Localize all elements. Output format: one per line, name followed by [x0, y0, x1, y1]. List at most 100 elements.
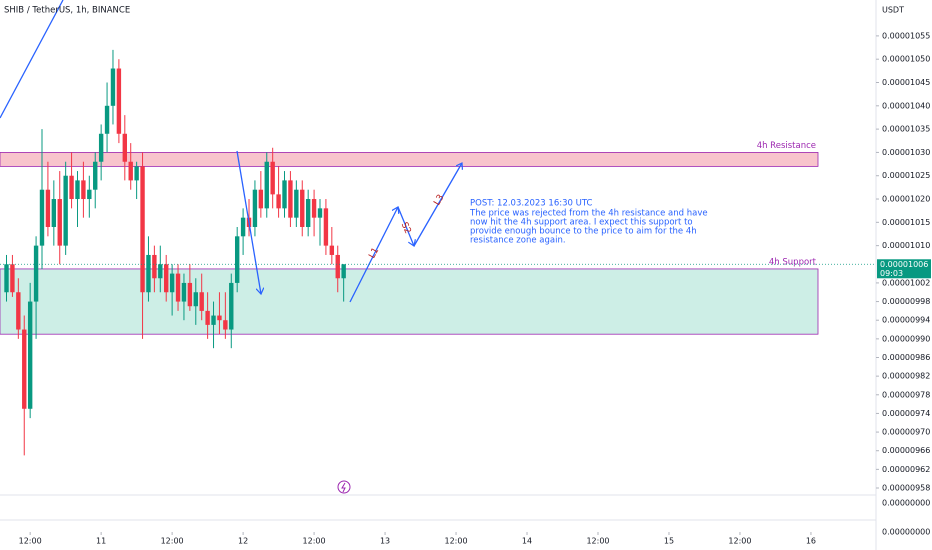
candle-body [122, 133, 128, 162]
zone [0, 268, 819, 335]
arrow [413, 163, 462, 247]
y-tick-label: 0.00000970 [882, 428, 930, 437]
candle-body [229, 282, 234, 330]
candle-body [181, 282, 187, 302]
candle-body [264, 161, 269, 209]
candle-body [234, 236, 240, 283]
candle-body [110, 68, 116, 106]
candle-body [305, 199, 311, 227]
y-tick-label: 0.00000994 [882, 316, 930, 325]
x-tick-label: 12 [238, 537, 248, 546]
annotation-line: The price was rejected from the 4h resis… [469, 209, 708, 219]
x-tick-label: 12:00 [161, 537, 184, 546]
zone-label: 4h Support [769, 257, 817, 267]
candle-body [33, 245, 39, 302]
candle-body [335, 254, 340, 279]
candle-body [87, 189, 92, 200]
candles [4, 49, 346, 456]
last-price-label: 0.00001006 [880, 260, 928, 269]
x-tick-label: 12:00 [586, 537, 609, 546]
candle-body [39, 189, 45, 246]
candle-body [75, 180, 80, 200]
axes: 0.00001055 0.00001050 0.00001045 0.00001040… [0, 31, 931, 546]
y-tick-label: 0.00000966 [882, 446, 930, 455]
y-tick-label: 0.00000962 [882, 465, 930, 474]
candle-body [288, 180, 293, 218]
y-tick-label: 0.00001025 [882, 171, 930, 180]
annotation-line: provide enough bounce to the price to ai… [470, 227, 697, 237]
y-tick-label: 0.00001050 [882, 55, 930, 64]
zone-label: 4h Resistance [757, 141, 816, 151]
y-tick-label: 0.00000998 [882, 297, 930, 306]
candle-body [134, 166, 139, 181]
candle-body [164, 264, 169, 293]
event-icon[interactable] [337, 480, 351, 494]
candle-body [294, 189, 299, 218]
candle-body [57, 199, 62, 246]
candle-body [45, 189, 51, 227]
arrow [349, 207, 398, 303]
x-tick-label: 11 [96, 537, 106, 546]
wave-label: L1 [368, 246, 382, 260]
candle-body [51, 199, 57, 227]
candle-body [187, 282, 193, 307]
candle-body [81, 180, 86, 200]
currency: USDT [882, 6, 904, 15]
candle-body [169, 273, 175, 293]
y-tick-label: 0.00000974 [882, 409, 930, 418]
candle-body [152, 254, 157, 279]
candle-body [158, 264, 163, 279]
y-tick-label: 0.00000986 [882, 353, 930, 362]
candle-body [217, 315, 222, 321]
arrow [236, 150, 261, 294]
candle-body [140, 166, 145, 293]
candle-body [276, 194, 281, 209]
x-tick-label: 14 [522, 537, 532, 546]
arrow [397, 206, 414, 246]
y-tick-label: 0.00000958 [882, 484, 930, 493]
x-tick-label: 12:00 [303, 537, 326, 546]
candle-body [270, 161, 275, 195]
annotation-line: POST: 12.03.2023 16:30 UTC [470, 199, 593, 209]
y-tick-label: 0.00000978 [882, 390, 930, 399]
candle-body [69, 175, 74, 200]
candle-body [199, 292, 204, 311]
event-icon-bolt [341, 482, 346, 493]
y-tick-label: 0.00001015 [882, 218, 930, 227]
y-tick-label: 0.00001030 [882, 148, 930, 157]
candle-body [300, 189, 305, 227]
y-tick-label: 0.00001040 [882, 101, 930, 110]
countdown: 09:03 [880, 269, 903, 278]
candle-body [205, 310, 210, 325]
candle-body [311, 199, 317, 218]
candle-body [223, 320, 228, 330]
x-tick-label: 12:00 [19, 537, 42, 546]
wave-label: L3 [432, 193, 446, 207]
x-tick-label: 12:00 [728, 537, 751, 546]
annotation-line: resistance zone again. [470, 236, 566, 246]
candle-body [323, 208, 329, 246]
candle-body [104, 105, 110, 134]
candle-body [16, 292, 21, 330]
candle-body [240, 217, 246, 237]
y-tick-label: 0.00000982 [882, 372, 930, 381]
x-tick-label: 12:00 [445, 537, 468, 546]
lower-pane-label: 0.00000000 [882, 528, 930, 537]
candle-body [329, 245, 335, 255]
candle-body [27, 301, 33, 409]
candle-body [146, 254, 151, 293]
candle-body [4, 264, 9, 293]
candle-body [258, 189, 264, 209]
candle-body [93, 161, 98, 190]
candle-body [128, 161, 133, 181]
y-tick-label: 0.00001055 [882, 31, 930, 40]
drawings: L1 S2 L3 POST: 12.03.2023 16:30 UTC The … [0, 0, 708, 303]
x-tick-label: 16 [806, 537, 816, 546]
candle-body [341, 264, 346, 279]
candle-body [22, 329, 27, 409]
candle-body [63, 175, 68, 246]
annotation-line: now hit the 4h support area. I expect th… [470, 218, 693, 228]
lower-pane-label: 0.00000000 [882, 499, 930, 508]
